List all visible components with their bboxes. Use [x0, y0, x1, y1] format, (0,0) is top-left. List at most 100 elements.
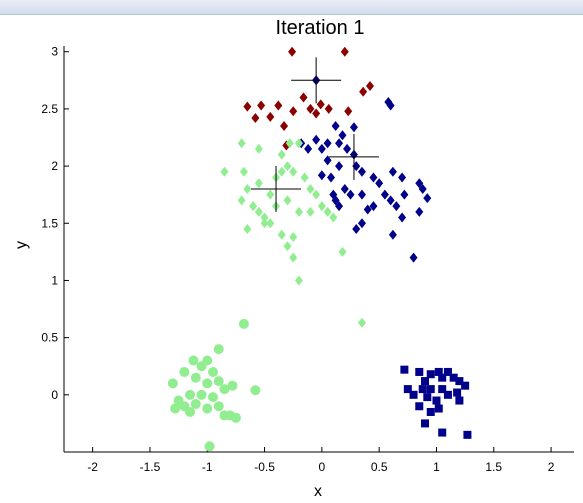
diamond-point	[338, 130, 346, 140]
chart-title: Iteration 1	[276, 17, 365, 39]
square-point	[423, 393, 431, 401]
x-tick-label: 1.5	[485, 460, 502, 474]
square-point	[410, 391, 418, 399]
circle-point	[191, 373, 201, 383]
diamond-point	[304, 144, 312, 154]
x-tick-label: -1	[202, 460, 213, 474]
centroid-marker	[291, 57, 341, 103]
circle-point	[227, 381, 237, 391]
diamond-point	[358, 167, 366, 177]
circle-point	[191, 399, 201, 409]
square-point	[427, 385, 435, 393]
diamond-point	[338, 247, 346, 257]
diamond-point	[280, 121, 288, 131]
square-point	[415, 402, 423, 410]
square-point	[444, 391, 452, 399]
circle-point	[202, 404, 212, 414]
diamond-point	[400, 190, 408, 200]
square-point	[432, 397, 440, 405]
square-point	[455, 397, 463, 405]
diamond-point	[278, 150, 286, 160]
diamond-point	[289, 167, 297, 177]
diamond-point	[295, 207, 303, 217]
diamond-point	[257, 100, 265, 110]
x-tick-label: -2	[87, 460, 98, 474]
diamond-point	[415, 207, 423, 217]
circle-point	[197, 361, 207, 371]
diamond-point	[358, 318, 366, 328]
circle-point	[208, 367, 218, 377]
circle-point	[168, 378, 178, 388]
circle-point	[250, 385, 260, 395]
diamond-point	[335, 161, 343, 171]
circle-point	[179, 367, 189, 377]
x-tick-label: -0.5	[254, 460, 275, 474]
diamond-point	[312, 190, 320, 200]
diamond-point	[266, 218, 274, 228]
circle-point	[214, 344, 224, 354]
diamond-point	[335, 138, 343, 148]
diamond-point	[398, 173, 406, 183]
diamond-point	[358, 190, 366, 200]
square-point	[461, 382, 469, 390]
x-tick-label: 0	[319, 460, 326, 474]
diamond-point	[324, 207, 332, 217]
diamond-point	[240, 167, 248, 177]
x-tick-label: -1.5	[140, 460, 161, 474]
circle-point	[202, 378, 212, 388]
diamond-point	[389, 167, 397, 177]
x-tick-label: 0.5	[371, 460, 388, 474]
diamond-point	[389, 230, 397, 240]
diamond-point	[238, 138, 246, 148]
square-point	[427, 408, 435, 416]
diamond-point	[332, 121, 340, 131]
diamond-point	[352, 224, 360, 234]
square-point	[421, 419, 429, 427]
diamond-point	[317, 99, 325, 109]
y-tick-label: 0.5	[41, 331, 58, 345]
diamond-point	[350, 122, 358, 132]
circle-point	[205, 441, 215, 451]
y-tick-label: 1	[51, 273, 58, 287]
diamond-point	[300, 92, 308, 102]
diamond-point	[318, 144, 326, 154]
diamond-point	[249, 201, 257, 211]
diamond-point	[358, 218, 366, 228]
data-points	[168, 47, 472, 452]
square-point	[438, 429, 446, 437]
diamond-point	[375, 178, 383, 188]
diamond-point	[243, 102, 251, 112]
circle-point	[219, 410, 229, 420]
square-point	[463, 431, 471, 439]
circle-point	[208, 392, 218, 402]
square-point	[419, 385, 427, 393]
diamond-point	[318, 201, 326, 211]
circle-point	[189, 356, 199, 366]
y-axis-label: y	[13, 241, 30, 249]
diamond-point	[243, 184, 251, 194]
diamond-point	[301, 173, 309, 183]
diamond-point	[341, 184, 349, 194]
diamond-point	[255, 207, 263, 217]
diamond-point	[289, 253, 297, 263]
circle-point	[214, 401, 224, 411]
square-point	[453, 389, 461, 397]
diamond-point	[343, 144, 351, 154]
circle-point	[214, 376, 224, 386]
diamond-point	[278, 230, 286, 240]
diamond-point	[341, 47, 349, 57]
diamond-point	[306, 207, 314, 217]
y-tick-label: 2	[51, 159, 58, 173]
diamond-point	[266, 190, 274, 200]
diamond-point	[325, 104, 333, 114]
diamond-point	[327, 173, 335, 183]
diamond-point	[274, 100, 282, 110]
circle-point	[185, 390, 195, 400]
diamond-point	[352, 161, 360, 171]
diamond-point	[312, 135, 320, 145]
centroids	[251, 57, 379, 212]
square-point	[421, 377, 429, 385]
diamond-point	[289, 232, 297, 242]
centroid-marker	[329, 134, 379, 180]
